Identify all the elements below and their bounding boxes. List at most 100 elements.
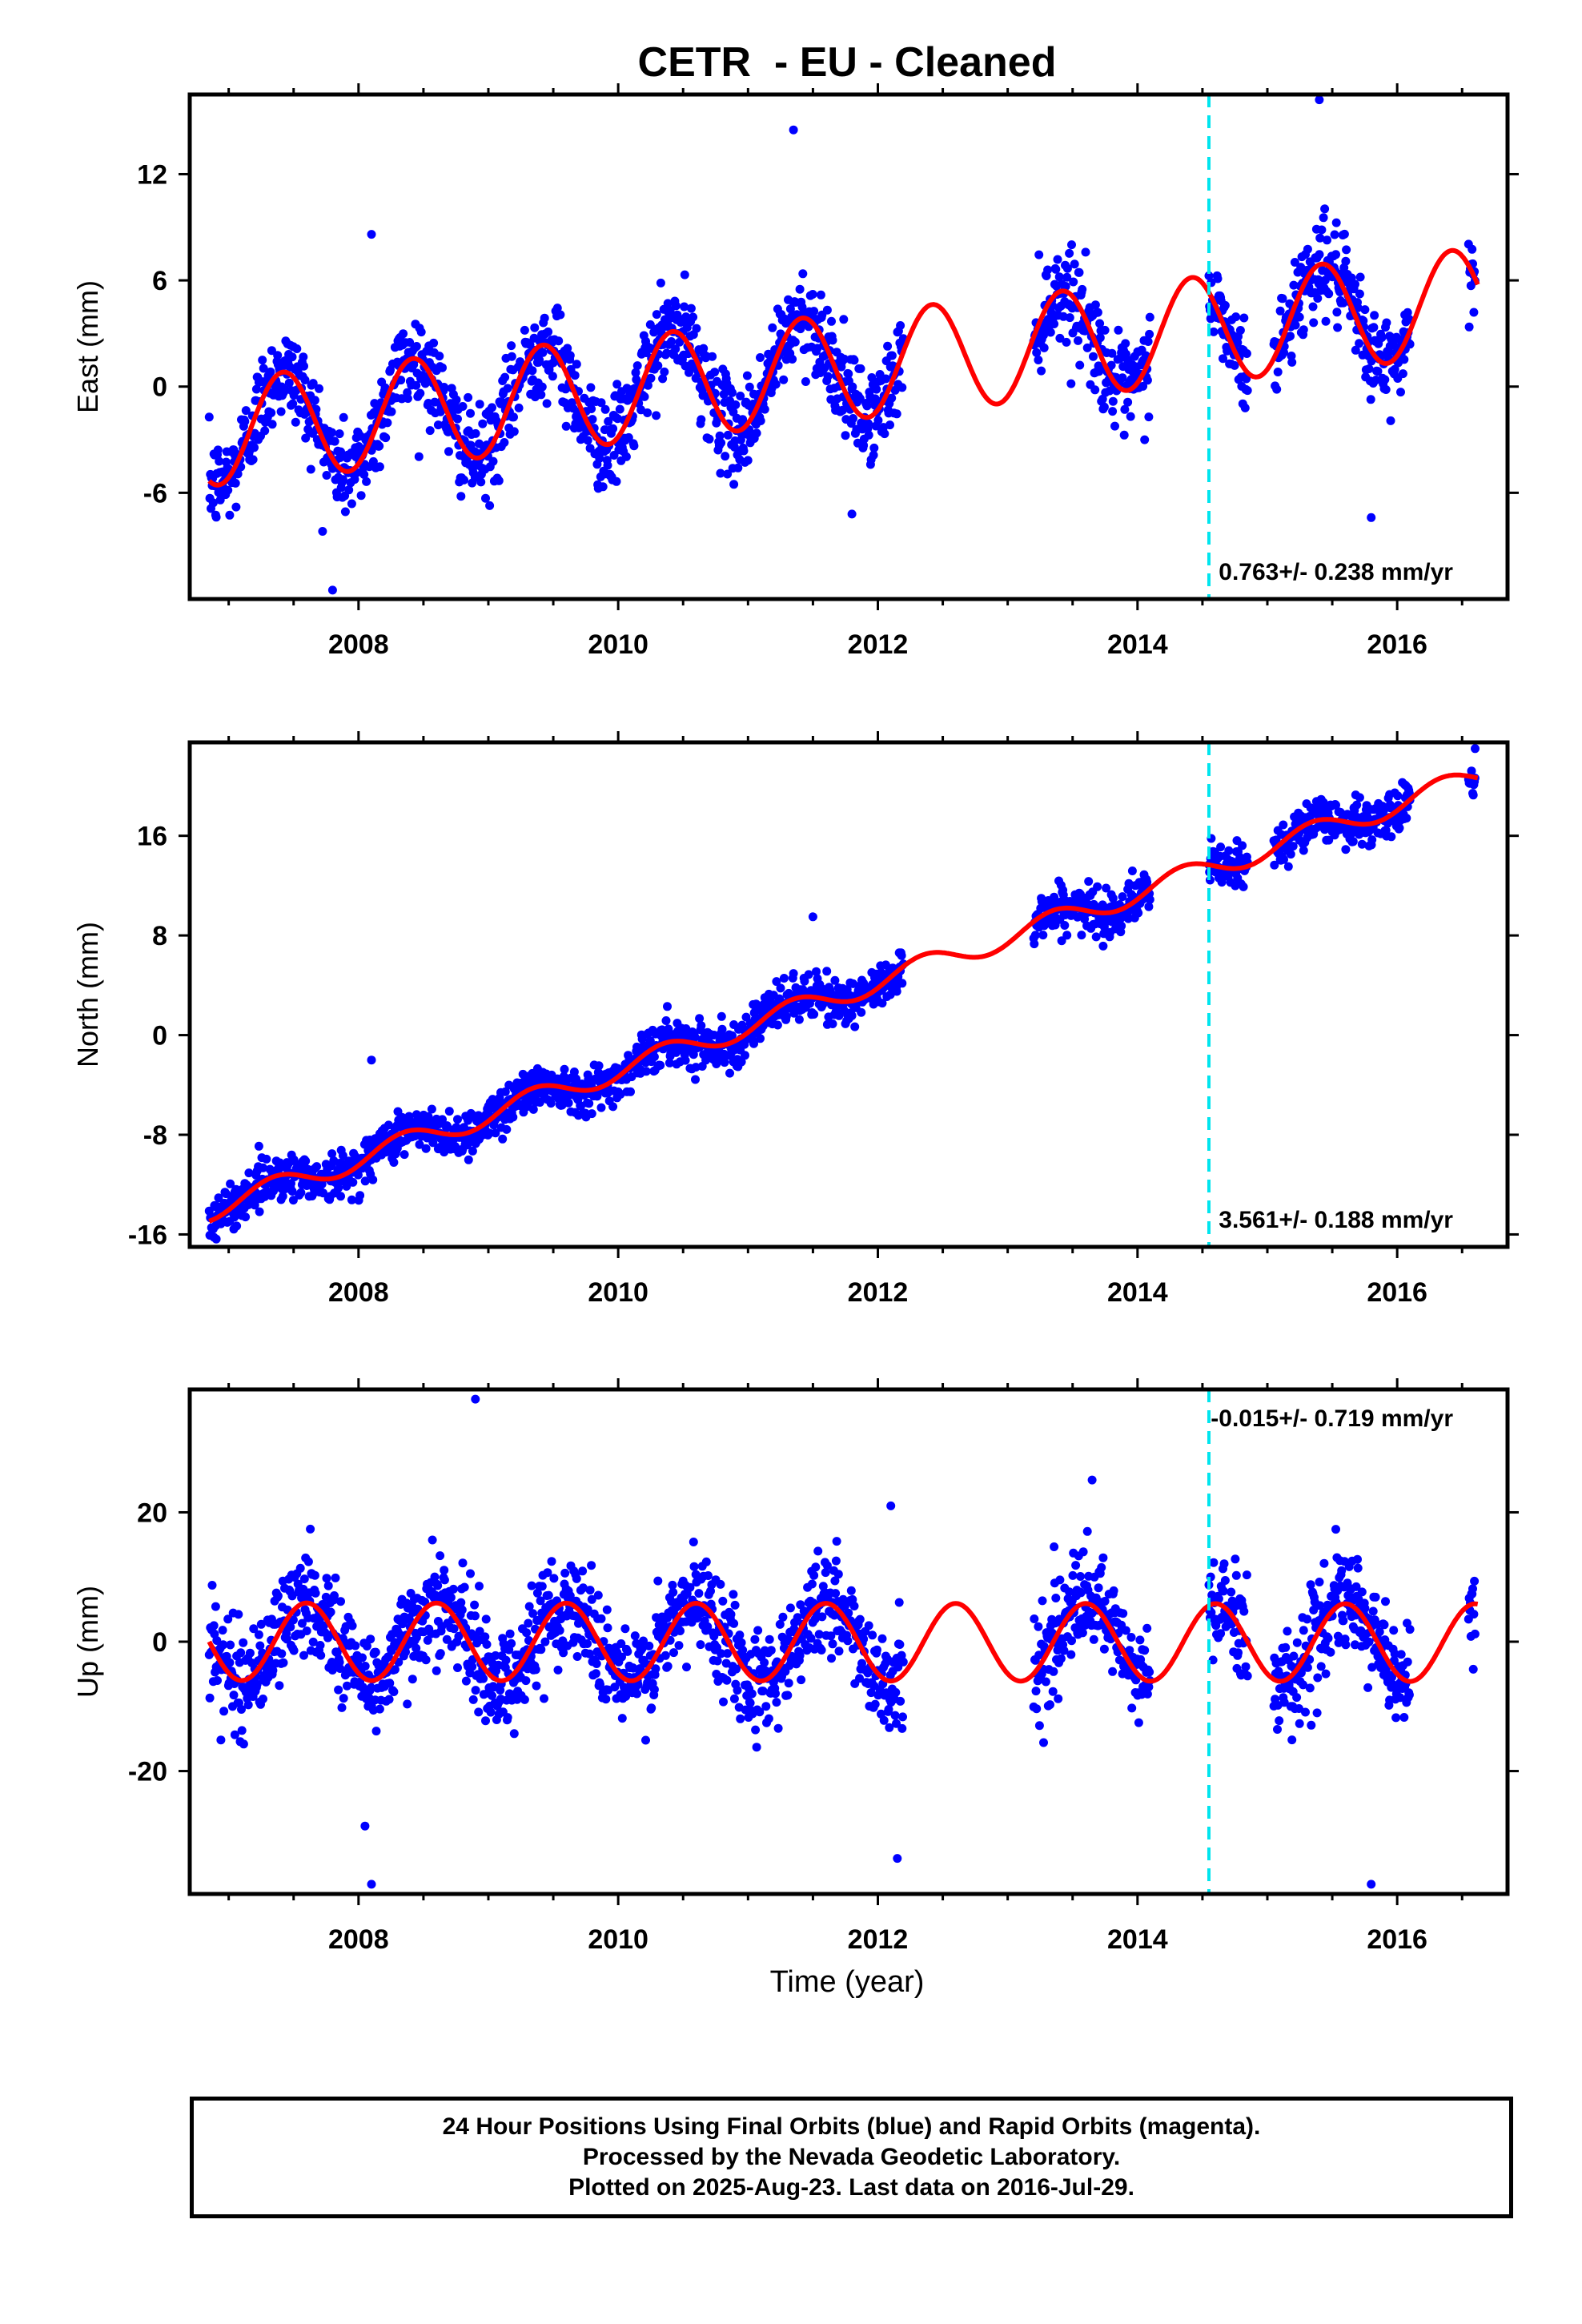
- data-point: [737, 1638, 746, 1647]
- data-point: [809, 1010, 818, 1019]
- data-point: [1032, 348, 1041, 357]
- data-point: [399, 329, 408, 338]
- data-point: [716, 1580, 725, 1589]
- data-point: [532, 1665, 540, 1674]
- data-point: [236, 1648, 245, 1657]
- data-point: [897, 1724, 906, 1733]
- data-point: [650, 1052, 659, 1061]
- data-point: [765, 1715, 773, 1723]
- data-point: [536, 1645, 545, 1654]
- data-point: [1146, 895, 1154, 904]
- data-point: [466, 1570, 475, 1578]
- data-point: [1340, 230, 1349, 239]
- data-point: [255, 1208, 264, 1216]
- data-point: [1365, 364, 1374, 373]
- data-point: [459, 402, 468, 411]
- data-point: [681, 1056, 690, 1065]
- data-point: [219, 1707, 228, 1715]
- data-point: [708, 352, 717, 361]
- data-point: [1118, 1609, 1127, 1618]
- x-tick-label: 2010: [588, 629, 648, 660]
- data-point: [440, 1566, 448, 1574]
- data-point: [436, 1649, 445, 1658]
- data-point: [1146, 313, 1154, 322]
- y-tick-label: 12: [137, 159, 167, 190]
- data-point: [1057, 1655, 1066, 1663]
- data-point: [622, 452, 631, 461]
- velocity-annotation: 3.561+/- 0.188 mm/yr: [1219, 1207, 1453, 1233]
- data-point: [1094, 1583, 1103, 1592]
- data-point: [371, 1648, 380, 1657]
- data-point: [323, 1574, 331, 1582]
- data-point: [694, 1589, 703, 1598]
- data-point: [358, 1654, 367, 1663]
- data-point: [273, 351, 282, 360]
- data-point: [1050, 1542, 1058, 1551]
- data-point: [652, 411, 661, 420]
- data-point: [789, 969, 798, 978]
- data-point: [206, 1694, 215, 1703]
- data-point: [464, 1156, 473, 1164]
- data-point: [644, 1642, 653, 1651]
- panel-north: 2008 2010 2012 2014 2016-16-80816North (mm)3…: [71, 731, 1519, 1308]
- data-point: [483, 1640, 492, 1649]
- data-point: [285, 379, 294, 388]
- data-point: [751, 1726, 760, 1735]
- data-point: [528, 366, 536, 375]
- data-point: [847, 1586, 856, 1595]
- data-point: [389, 1158, 398, 1167]
- data-point: [296, 1564, 305, 1573]
- data-point: [1231, 312, 1240, 321]
- y-tick-label: 6: [152, 266, 167, 296]
- data-point: [327, 1608, 335, 1617]
- data-point: [1355, 290, 1364, 299]
- data-point: [1323, 235, 1331, 244]
- data-point: [433, 1582, 442, 1590]
- data-point: [362, 477, 371, 486]
- data-point: [368, 1176, 377, 1184]
- data-point: [626, 1088, 635, 1096]
- data-point: [502, 1656, 511, 1665]
- chart-title: CETR - EU - Cleaned: [638, 39, 1057, 86]
- data-point: [212, 1235, 221, 1244]
- data-point: [1038, 931, 1047, 939]
- data-point: [385, 1695, 394, 1704]
- data-point: [267, 408, 275, 417]
- data-point: [1143, 376, 1152, 384]
- data-point: [843, 1636, 852, 1645]
- data-point-outlier: [809, 912, 817, 921]
- data-point: [1232, 1571, 1241, 1580]
- data-point: [504, 1713, 512, 1722]
- data-point: [1101, 326, 1110, 335]
- data-point: [548, 372, 557, 380]
- data-point: [740, 447, 749, 456]
- data-point: [341, 508, 350, 517]
- data-point: [865, 431, 873, 440]
- data-point: [232, 1221, 241, 1230]
- data-point: [880, 1716, 889, 1725]
- data-point: [835, 1647, 844, 1655]
- data-point: [850, 356, 859, 364]
- data-point: [543, 399, 552, 408]
- data-point: [498, 1135, 507, 1144]
- data-point: [315, 384, 323, 393]
- data-point: [351, 1642, 359, 1651]
- data-point: [1077, 931, 1086, 939]
- north-data-points: [205, 744, 1480, 1243]
- data-point: [1239, 314, 1248, 323]
- data-point: [238, 1726, 247, 1735]
- data-point: [538, 1582, 547, 1590]
- data-point: [464, 393, 472, 402]
- data-point: [331, 437, 339, 446]
- y-tick-label: -6: [143, 478, 167, 509]
- data-point: [1126, 412, 1135, 421]
- data-point: [244, 1700, 253, 1709]
- data-point: [274, 1591, 283, 1600]
- data-point: [213, 1676, 222, 1685]
- data-point: [1231, 1554, 1239, 1563]
- data-point: [729, 1619, 738, 1628]
- data-point: [1221, 301, 1230, 310]
- data-point: [1342, 245, 1351, 254]
- data-point-outlier: [1315, 95, 1323, 104]
- data-point: [520, 1695, 529, 1704]
